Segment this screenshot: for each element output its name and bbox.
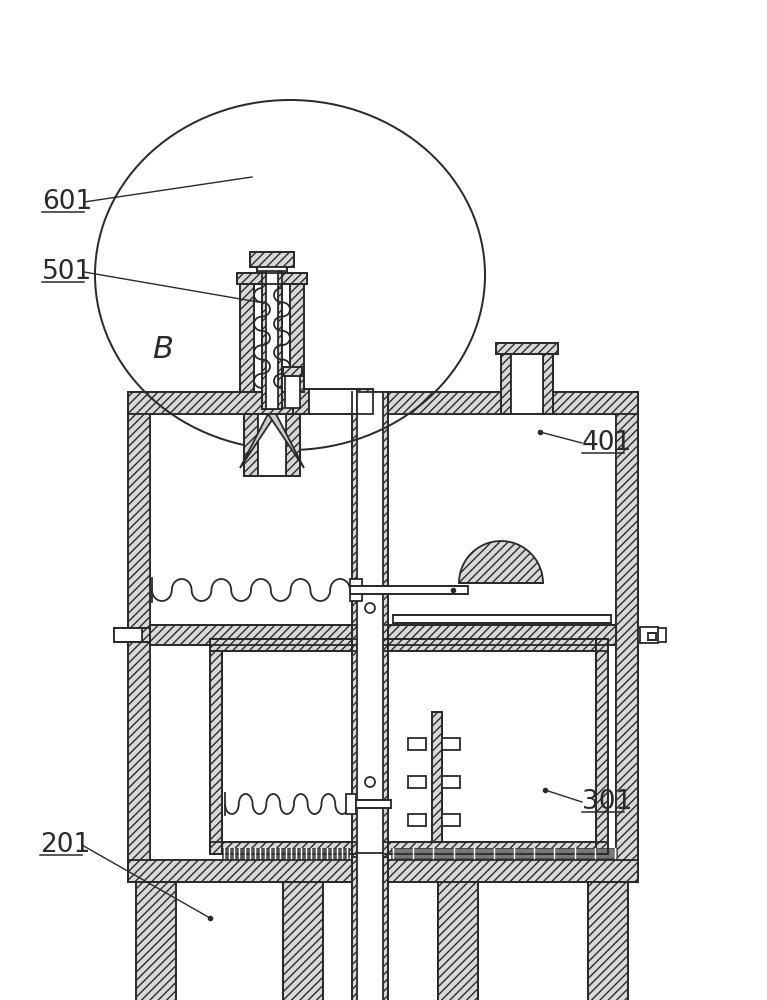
Bar — [128, 392, 638, 414]
Bar — [638, 628, 666, 642]
Bar — [393, 615, 611, 623]
Bar — [240, 284, 254, 392]
Text: 501: 501 — [42, 259, 92, 285]
Bar — [262, 267, 282, 409]
Bar — [283, 367, 302, 376]
Bar — [496, 343, 558, 354]
Bar — [432, 712, 442, 842]
Polygon shape — [240, 414, 276, 468]
Bar — [501, 354, 511, 414]
Circle shape — [365, 777, 375, 787]
Bar — [128, 860, 638, 882]
Bar — [638, 628, 652, 642]
Bar — [222, 651, 596, 842]
Bar — [128, 392, 638, 882]
Bar — [496, 343, 558, 354]
Bar — [616, 414, 638, 860]
Bar — [543, 354, 553, 414]
Bar — [250, 252, 294, 267]
Bar — [285, 376, 300, 408]
Bar — [283, 367, 302, 376]
Bar — [136, 882, 176, 1000]
Bar — [258, 414, 286, 476]
Bar — [150, 625, 616, 645]
Bar — [588, 882, 628, 1000]
Bar — [244, 414, 300, 476]
Bar — [290, 284, 304, 392]
Bar — [210, 639, 608, 651]
Bar — [293, 389, 309, 414]
Bar — [250, 252, 294, 267]
Text: 601: 601 — [42, 189, 92, 215]
Bar — [640, 627, 658, 643]
Bar — [511, 352, 543, 414]
Bar — [438, 882, 478, 1000]
Bar — [283, 882, 323, 1000]
Bar — [648, 633, 656, 640]
Bar — [352, 392, 388, 882]
Bar — [357, 389, 373, 414]
Bar — [150, 414, 616, 860]
Text: 301: 301 — [582, 789, 632, 815]
Bar — [356, 800, 391, 808]
Bar — [210, 651, 222, 854]
Bar — [210, 639, 608, 651]
Bar — [432, 712, 442, 842]
Bar — [596, 639, 608, 854]
Bar — [638, 628, 652, 642]
Bar — [408, 814, 426, 826]
Bar — [150, 625, 616, 645]
Bar — [357, 392, 383, 882]
Circle shape — [365, 603, 375, 613]
Bar — [501, 354, 553, 414]
Bar — [438, 882, 478, 1000]
Bar — [257, 267, 287, 271]
Polygon shape — [268, 414, 304, 468]
Polygon shape — [459, 541, 543, 583]
Bar — [309, 389, 357, 414]
Bar — [350, 586, 468, 594]
Text: 201: 201 — [40, 832, 91, 858]
Bar — [283, 882, 323, 1000]
Text: B: B — [152, 336, 173, 364]
Bar — [262, 267, 282, 409]
Bar — [244, 414, 258, 476]
Bar — [240, 284, 254, 392]
Bar — [114, 628, 150, 642]
Bar — [408, 776, 426, 788]
Bar — [237, 273, 307, 284]
Bar — [442, 776, 460, 788]
Bar — [408, 738, 426, 750]
Bar — [352, 857, 388, 1000]
Bar — [128, 414, 150, 860]
Bar — [136, 882, 176, 1000]
Bar — [442, 814, 460, 826]
Bar — [346, 794, 356, 814]
Bar — [237, 273, 307, 284]
Bar — [357, 853, 383, 1000]
Bar — [210, 842, 608, 854]
Bar — [222, 848, 349, 858]
Bar — [266, 267, 278, 409]
Bar — [286, 414, 300, 476]
Bar — [350, 579, 362, 601]
Bar — [391, 848, 617, 858]
Bar — [114, 628, 142, 642]
Bar — [442, 738, 460, 750]
Bar — [596, 639, 608, 854]
Bar — [293, 389, 373, 414]
Bar — [210, 842, 608, 854]
Bar — [210, 651, 222, 854]
Bar — [588, 882, 628, 1000]
Text: 401: 401 — [582, 430, 632, 456]
Bar — [290, 284, 304, 392]
Bar — [114, 628, 150, 642]
